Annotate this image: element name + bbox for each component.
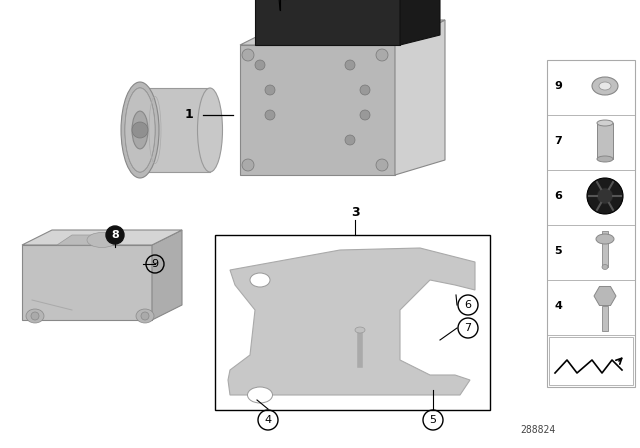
Polygon shape [400, 0, 440, 45]
Bar [547, 60, 635, 387]
Ellipse shape [597, 156, 613, 162]
Text: 8: 8 [111, 230, 119, 240]
Ellipse shape [132, 111, 148, 149]
Ellipse shape [597, 120, 613, 126]
Polygon shape [152, 230, 182, 320]
Text: 1: 1 [184, 108, 193, 121]
Ellipse shape [602, 264, 608, 270]
Ellipse shape [125, 88, 155, 172]
Polygon shape [228, 248, 475, 395]
Circle shape [360, 85, 370, 95]
Circle shape [360, 110, 370, 120]
Text: 3: 3 [351, 207, 359, 220]
Circle shape [376, 49, 388, 61]
Circle shape [345, 60, 355, 70]
Bar [602, 231, 608, 267]
Bar [602, 306, 608, 331]
Ellipse shape [250, 273, 270, 287]
Text: 5: 5 [429, 415, 436, 425]
Ellipse shape [136, 309, 154, 323]
Text: 9: 9 [152, 259, 159, 269]
Bar [255, 0, 400, 45]
Ellipse shape [248, 387, 273, 403]
Text: 7: 7 [465, 323, 472, 333]
Text: 7: 7 [554, 136, 562, 146]
Ellipse shape [26, 309, 44, 323]
Polygon shape [57, 235, 117, 245]
Text: 288824: 288824 [520, 425, 556, 435]
Text: 5: 5 [554, 246, 562, 256]
Text: 9: 9 [554, 81, 562, 91]
Circle shape [132, 122, 148, 138]
Ellipse shape [87, 233, 117, 247]
Ellipse shape [355, 327, 365, 333]
Ellipse shape [599, 82, 611, 90]
Circle shape [597, 188, 613, 204]
Bar [597, 123, 613, 159]
Circle shape [376, 159, 388, 171]
Circle shape [587, 178, 623, 214]
Bar [240, 45, 395, 175]
Circle shape [31, 312, 39, 320]
Bar [215, 235, 490, 410]
Polygon shape [594, 286, 616, 306]
Bar [22, 245, 152, 320]
Circle shape [242, 49, 254, 61]
Ellipse shape [121, 82, 159, 178]
Circle shape [345, 135, 355, 145]
Ellipse shape [596, 234, 614, 244]
Circle shape [255, 60, 265, 70]
Polygon shape [140, 88, 210, 172]
Text: 4: 4 [554, 301, 562, 311]
Polygon shape [22, 230, 182, 245]
Text: 6: 6 [554, 191, 562, 201]
Text: 2: 2 [285, 1, 294, 14]
Text: 6: 6 [465, 300, 472, 310]
Circle shape [106, 226, 124, 244]
Polygon shape [240, 20, 445, 45]
Circle shape [265, 110, 275, 120]
Text: 4: 4 [264, 415, 271, 425]
Bar [549, 337, 633, 385]
Circle shape [141, 312, 149, 320]
Ellipse shape [592, 77, 618, 95]
Polygon shape [395, 20, 445, 175]
Ellipse shape [125, 88, 155, 172]
Ellipse shape [198, 88, 223, 172]
Circle shape [265, 85, 275, 95]
Circle shape [242, 159, 254, 171]
